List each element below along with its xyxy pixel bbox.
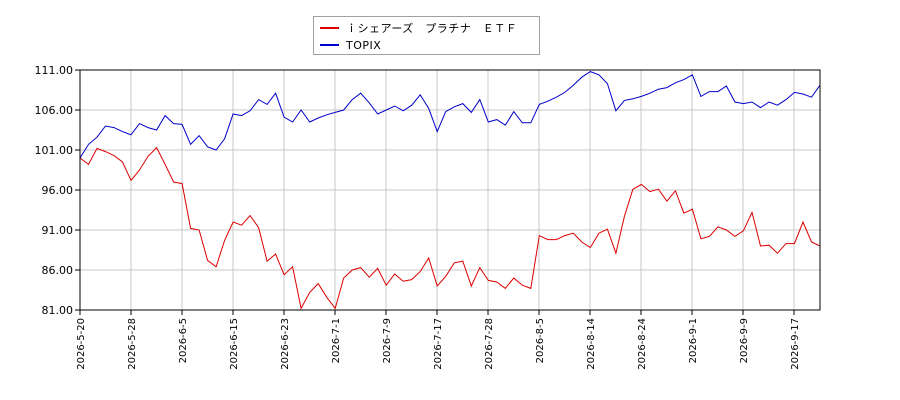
legend-item-topix: TOPIX [320,37,381,53]
y-tick-label-5: 106.00 [35,104,74,117]
legend-swatch-red [320,27,339,29]
x-tick-label-6: 2026-7-9 [382,318,393,363]
x-tick-label-5: 2026-7-1 [331,318,342,363]
x-tick-label-4: 2026-6-23 [280,318,291,370]
series-lines [79,71,821,310]
x-tick-label-7: 2026-7-17 [433,318,444,370]
x-tick-label-3: 2026-6-15 [229,318,240,370]
x-tick-label-12: 2026-9-1 [688,318,699,363]
plot-frame [79,69,821,311]
y-axis-ticks: 81.00 86.00 91.00 96.00 101.00 106.00 111.00 [35,64,80,317]
x-tick-label-10: 2026-8-14 [586,318,597,370]
x-tick-label-9: 2026-8-5 [535,318,546,363]
y-tick-label-6: 111.00 [35,64,74,77]
legend: ｉシェアーズ プラチナ ＥＴＦ TOPIX [313,16,540,55]
legend-swatch-blue [320,44,339,46]
legend-item-platinum-etf: ｉシェアーズ プラチナ ＥＴＦ [320,20,517,36]
y-tick-label-1: 86.00 [42,264,74,277]
x-tick-label-13: 2026-9-9 [739,318,750,363]
x-axis-ticks: 2026-5-20 2026-5-28 2026-6-5 2026-6-15 2026-… [76,310,801,370]
x-tick-label-11: 2026-8-24 [637,318,648,370]
x-tick-label-14: 2026-9-17 [790,318,801,370]
grid-lines [79,69,820,311]
y-tick-label-0: 81.00 [42,304,74,317]
x-tick-label-1: 2026-5-28 [127,318,138,370]
x-tick-label-2: 2026-6-5 [178,318,189,363]
x-tick-label-0: 2026-5-20 [76,318,87,370]
y-tick-label-4: 101.00 [35,144,74,157]
series-line-1 [79,71,821,159]
y-tick-label-2: 91.00 [42,224,74,237]
legend-label-platinum-etf: ｉシェアーズ プラチナ ＥＴＦ [346,22,518,35]
series-line-0 [79,146,821,310]
x-tick-label-8: 2026-7-28 [484,318,495,370]
legend-label-topix: TOPIX [346,38,382,52]
y-tick-label-3: 96.00 [42,184,74,197]
